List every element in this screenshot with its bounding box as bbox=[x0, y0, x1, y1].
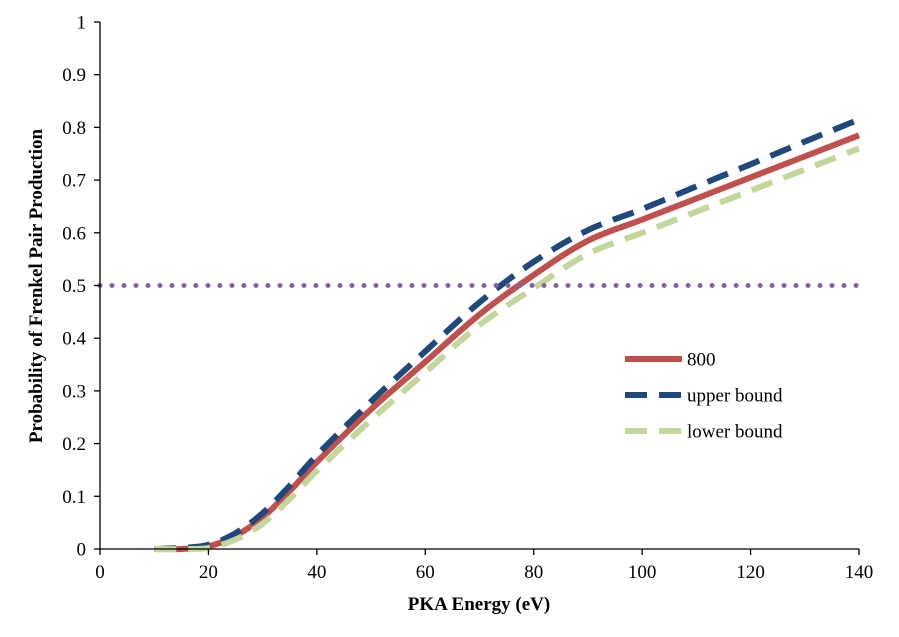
y-tick-label: 0.1 bbox=[62, 487, 86, 508]
x-tick-label: 40 bbox=[307, 562, 326, 583]
y-tick-label: 0.2 bbox=[62, 434, 86, 455]
y-tick-label: 0.3 bbox=[62, 381, 86, 402]
series-line-upper-bound bbox=[154, 116, 861, 552]
x-tick-label: 20 bbox=[199, 562, 218, 583]
x-tick-label: 120 bbox=[736, 562, 765, 583]
legend-label-upper-bound: upper bound bbox=[687, 386, 783, 407]
legend-label-lower-bound: lower bound bbox=[687, 422, 783, 443]
x-tick-label: 60 bbox=[416, 562, 435, 583]
y-tick-label: 0.9 bbox=[62, 65, 86, 86]
y-tick-label: 0.5 bbox=[62, 276, 86, 297]
series-layer bbox=[97, 116, 862, 553]
x-tick-label: 0 bbox=[95, 562, 105, 583]
y-axis-title: Probability of Frenkel Pair Production bbox=[26, 128, 47, 443]
y-tick-label: 0.4 bbox=[62, 329, 86, 350]
x-axis-title: PKA Energy (eV) bbox=[408, 594, 550, 615]
y-tick-label: 0.8 bbox=[62, 118, 86, 139]
ticks-layer: 0 0.1 0.2 0.3 0.4 0.5 0.6 0.7 0.8 0.9 1 0 20 40 60 80 10… bbox=[62, 13, 873, 584]
x-tick-label: 140 bbox=[845, 562, 874, 583]
y-tick-label: 0 bbox=[77, 540, 87, 561]
series-line-lower-bound bbox=[154, 145, 861, 553]
x-tick-label: 100 bbox=[628, 562, 657, 583]
y-tick-label: 0.7 bbox=[62, 171, 86, 192]
y-tick-label: 0.6 bbox=[62, 223, 86, 244]
legend-label-800: 800 bbox=[687, 350, 716, 371]
x-tick-label: 80 bbox=[524, 562, 543, 583]
legend: 800 upper bound lower bound bbox=[625, 350, 783, 443]
y-tick-label: 1 bbox=[77, 13, 87, 34]
